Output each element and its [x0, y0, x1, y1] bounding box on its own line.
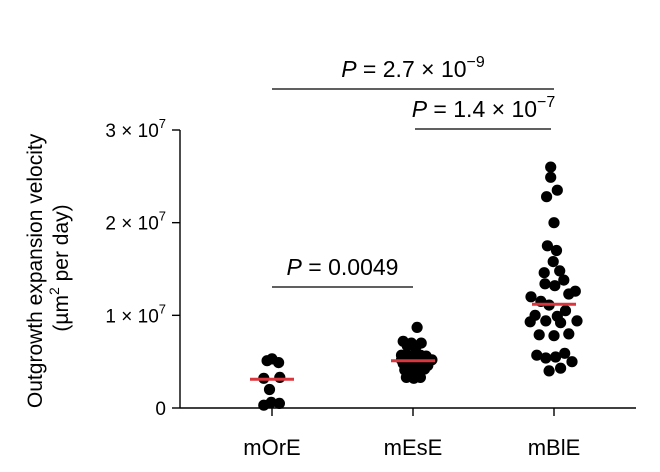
- data-point: [524, 316, 536, 328]
- data-point: [545, 161, 557, 173]
- data-point: [550, 244, 563, 257]
- p-value-label: P = 2.7 × 10−9: [341, 54, 485, 82]
- data-point: [551, 184, 563, 196]
- data-point: [549, 280, 561, 292]
- y-axis-title-unit-pre: (µm: [50, 295, 73, 332]
- y-axis: 0 1 × 107 2 × 107 3 × 107: [105, 116, 181, 420]
- data-point: [559, 347, 571, 359]
- data-point: [566, 356, 578, 368]
- data-point: [422, 359, 434, 371]
- data-point: [548, 217, 560, 229]
- x-axis: mOrE mEsE mBlE: [180, 407, 636, 460]
- data-point: [541, 191, 553, 203]
- data-point: [545, 171, 557, 183]
- p-value-label: P = 1.4 × 10−7: [412, 94, 556, 122]
- x-tick-label: mOrE: [243, 435, 300, 460]
- y-tick-label: 1 × 107: [105, 301, 166, 327]
- y-tick-label: 3 × 107: [105, 116, 166, 142]
- data-point: [411, 321, 423, 333]
- data-point: [541, 240, 554, 252]
- data-point: [531, 349, 543, 361]
- x-tick-label: mEsE: [384, 435, 443, 460]
- data-point: [555, 362, 567, 374]
- data-point: [571, 315, 583, 327]
- data-point: [559, 305, 572, 317]
- data-point: [558, 274, 570, 286]
- data-point: [274, 371, 286, 383]
- p-value-label: P = 0.0049: [287, 254, 399, 280]
- y-axis-title-unit-sup: 2: [46, 287, 62, 295]
- y-axis-title: Outgrowth expansion velocity (µm2 per da…: [24, 128, 73, 408]
- data-point: [547, 256, 559, 268]
- y-tick-label: 2 × 107: [105, 209, 166, 235]
- data-point: [563, 328, 575, 340]
- data-point: [554, 265, 566, 277]
- data-point: [563, 288, 575, 300]
- y-axis-title-unit-post: per day): [50, 204, 73, 287]
- median-lines: [250, 302, 576, 381]
- significance-annotations: P = 0.0049 P = 1.4 × 10−7 P = 2.7 × 10−9: [272, 54, 556, 288]
- data-point: [273, 357, 285, 369]
- y-axis-title-line2: (µm2 per day): [46, 204, 73, 331]
- data-point: [538, 267, 550, 279]
- data-point: [548, 330, 560, 342]
- y-axis-title-line1: Outgrowth expansion velocity: [24, 133, 47, 408]
- data-point: [550, 351, 562, 363]
- data-point: [539, 278, 551, 290]
- data-point: [263, 383, 276, 396]
- data-point: [540, 352, 552, 364]
- data-point: [555, 317, 567, 329]
- data-point: [265, 396, 277, 408]
- y-tick-label: 0: [155, 399, 166, 420]
- data-point: [543, 365, 555, 377]
- data-point: [414, 371, 426, 383]
- data-point: [525, 291, 537, 303]
- data-point: [273, 397, 285, 409]
- x-tick-label: mBlE: [528, 435, 581, 460]
- data-point: [533, 329, 545, 341]
- data-point: [540, 315, 552, 327]
- data-points: [258, 161, 583, 411]
